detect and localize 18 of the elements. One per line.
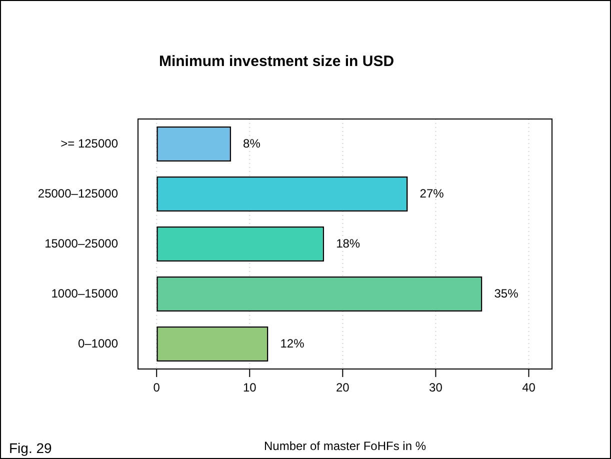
data-label: 8% (243, 136, 261, 150)
y-tick-label: 15000–25000 (44, 236, 118, 250)
x-tick-label: 10 (242, 380, 257, 395)
chart-title: Minimum investment size in USD (158, 53, 394, 70)
data-label: 35% (494, 286, 519, 300)
x-axis-title: Number of master FoHFs in % (264, 439, 426, 454)
y-tick-label: 0–1000 (78, 336, 118, 350)
y-tick-label: >= 125000 (60, 136, 118, 150)
data-label: 27% (420, 186, 444, 200)
data-label: 18% (336, 236, 360, 250)
caption: Fig. 29 (9, 440, 52, 456)
x-tick-label: 0 (153, 380, 160, 395)
y-tick-label: 25000–125000 (38, 186, 118, 200)
x-tick-label: 30 (429, 380, 443, 395)
data-label: 12% (280, 336, 305, 350)
x-tick-label: 40 (522, 380, 536, 395)
x-tick-label: 20 (336, 380, 350, 395)
y-tick-label: 1000–15000 (51, 286, 118, 300)
